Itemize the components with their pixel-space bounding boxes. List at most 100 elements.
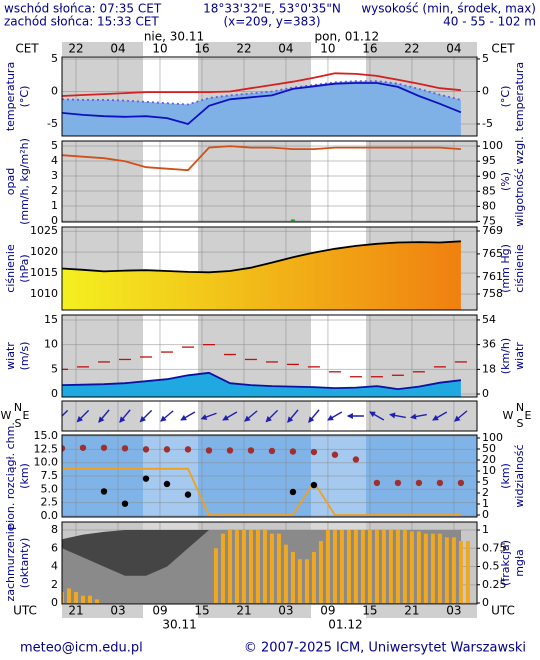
bottom-tick-label: 15: [362, 604, 377, 618]
compass-label: S: [517, 417, 524, 430]
wind-arrow: [222, 411, 238, 421]
daylight: [143, 401, 198, 431]
y-axis-title: temperatura: [4, 62, 17, 131]
bottom-tick-label: 03: [110, 604, 125, 618]
y2-tick-label: 75: [482, 214, 496, 227]
line: [62, 80, 462, 106]
top-axis-label: CET: [15, 42, 39, 56]
point: [100, 488, 108, 495]
y2-tick-label: 18: [482, 362, 496, 375]
panel-border: [61, 434, 478, 518]
point: [163, 446, 171, 453]
y-tick-label: 1025: [30, 224, 58, 237]
panel: [62, 227, 477, 310]
compass-label: N: [516, 401, 524, 414]
y2-axis-title: (mm Hg): [499, 244, 512, 293]
top-date-label: pon, 01.12: [315, 30, 380, 44]
line: [62, 72, 461, 97]
y2-axis-title: mgła: [513, 549, 526, 577]
y2-tick-label: 90: [482, 169, 496, 182]
point: [457, 479, 465, 487]
daylight: [311, 315, 366, 397]
point: [289, 488, 297, 496]
y-tick-label: 5: [51, 139, 58, 152]
y-tick-label: 2.5: [41, 496, 59, 509]
y-tick-label: 3: [51, 169, 58, 182]
top-date-label: nie, 30.11: [144, 30, 204, 44]
point: [331, 451, 339, 458]
arrow-head: [454, 415, 461, 422]
wind-arrow: [346, 413, 364, 419]
arrow-head: [160, 415, 167, 422]
y2-tick-label: 0.5: [482, 560, 500, 573]
compass-label: E: [23, 409, 30, 422]
y-axis-title: opad: [4, 168, 17, 195]
arrow-head: [432, 414, 439, 421]
area: [62, 372, 461, 397]
top-axis-label: CET: [491, 42, 515, 56]
y2-axis-title: temperatura: [513, 62, 526, 131]
point: [79, 444, 87, 451]
y2-tick-label: 2: [482, 486, 489, 499]
y-tick-label: 0: [51, 596, 58, 609]
wind-arrow: [180, 411, 196, 421]
y-tick-label: 2: [51, 578, 58, 591]
arrow-head: [287, 416, 294, 423]
bar: [409, 531, 414, 604]
wind-arrow: [432, 411, 448, 421]
y-tick-label: 4: [51, 154, 58, 167]
wind-arrow: [327, 411, 343, 421]
y2-tick-label: 0: [482, 84, 489, 97]
line: [62, 371, 462, 391]
point: [142, 475, 150, 482]
top-tick-label: 04: [278, 42, 293, 56]
y2-tick-label: 1: [482, 497, 489, 510]
y2-tick-label: 5: [482, 475, 489, 488]
top-tick-label: 10: [320, 42, 335, 56]
bar: [444, 537, 449, 604]
bar: [297, 559, 302, 604]
panel: [62, 315, 477, 397]
daylight: [311, 141, 366, 222]
bar: [276, 533, 281, 604]
y-axis-title: (oktanty): [18, 538, 31, 589]
wind-arrow: [454, 410, 468, 422]
panel-border: [61, 314, 478, 398]
bottom-tick-label: 09: [152, 604, 167, 618]
panel-border: [61, 140, 478, 223]
y2-tick-label: 758: [482, 287, 503, 300]
point: [62, 445, 66, 452]
bar: [360, 530, 365, 604]
bar: [241, 530, 246, 604]
y-axis-title: pion. rozciągł. chm.: [4, 422, 17, 530]
y-tick-label: 15.0: [34, 429, 59, 442]
y-tick-label: 5: [51, 52, 58, 65]
bar: [87, 595, 92, 604]
bottom-tick-label: 09: [320, 604, 335, 618]
y2-tick-label: 10: [482, 464, 496, 477]
y2-tick-label: 36: [482, 338, 496, 351]
y2-tick-label: 85: [482, 184, 496, 197]
y2-tick-label: 50: [482, 442, 496, 455]
bottom-tick-label: 03: [278, 604, 293, 618]
y-tick-label: 0: [51, 84, 58, 97]
bottom-date-label: 30.11: [162, 618, 196, 632]
bar: [346, 530, 351, 604]
point: [436, 479, 444, 487]
y-tick-label: 15: [44, 313, 58, 326]
panel-border: [61, 400, 478, 432]
y2-tick-label: 100: [482, 139, 503, 152]
y2-axis-title: (%): [499, 172, 512, 191]
y2-axis-title: (frakcja): [499, 540, 512, 586]
point: [310, 481, 318, 489]
area: [62, 81, 461, 136]
arrow-head: [98, 416, 105, 423]
y-tick-label: 0: [51, 387, 58, 400]
bar: [304, 559, 309, 604]
bottom-axis-label: UTC: [491, 604, 515, 618]
y2-tick-label: 95: [482, 154, 496, 167]
bottom-tick-label: 21: [404, 604, 419, 618]
arrow-head: [308, 416, 315, 423]
axis-strip-day: [311, 42, 366, 56]
point: [247, 447, 255, 454]
